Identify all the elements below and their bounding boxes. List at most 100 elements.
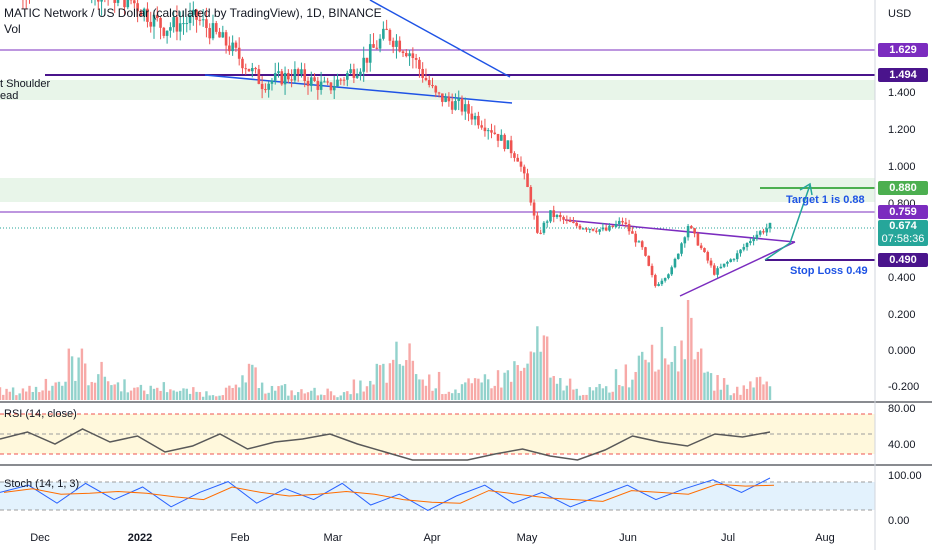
- volume-bar: [454, 389, 457, 400]
- volume-bar: [742, 385, 745, 400]
- candle-body: [568, 219, 572, 222]
- volume-bar: [631, 379, 634, 400]
- volume-bar: [215, 396, 218, 400]
- candle-body: [552, 210, 556, 218]
- volume-bar: [133, 387, 136, 400]
- badge-0759: 0.759: [878, 205, 928, 219]
- candle-body: [621, 220, 624, 223]
- volume-bar: [352, 379, 356, 400]
- triangle-lower-trendline[interactable]: [679, 241, 796, 297]
- candle-body: [640, 241, 644, 248]
- candle-body: [699, 245, 703, 249]
- volume-bar: [434, 388, 437, 400]
- volume-bar: [604, 386, 608, 400]
- time-tick-label: May: [517, 532, 538, 544]
- candle-body: [116, 0, 120, 3]
- candle-body: [359, 71, 362, 76]
- candle-body: [735, 253, 739, 260]
- volume-bar: [545, 336, 549, 400]
- volume-bar: [339, 395, 342, 400]
- candle-body: [290, 79, 293, 81]
- volume-bar: [467, 378, 470, 400]
- candle-body: [155, 14, 159, 19]
- candle-body: [611, 225, 615, 227]
- time-axis-ticks: Dec 2022 Feb Mar Apr May Jun Jul Aug: [30, 532, 835, 544]
- stoch-label: Stoch (14, 1, 3): [4, 478, 80, 490]
- volume-bar: [64, 381, 67, 400]
- volume-bar: [300, 389, 303, 400]
- volume-bar: [326, 388, 329, 400]
- volume-bar: [401, 365, 405, 400]
- candle-body: [608, 225, 611, 231]
- volume-bar: [355, 393, 359, 400]
- candle-body: [716, 268, 719, 275]
- volume-bar: [290, 390, 293, 400]
- volume-bar: [663, 358, 667, 400]
- candle-body: [627, 224, 631, 232]
- volume-bar: [506, 370, 510, 400]
- candle-body: [234, 42, 238, 48]
- volume-bar: [539, 351, 542, 400]
- volume-bar: [316, 395, 320, 400]
- candle-body: [755, 234, 759, 239]
- volume-bar: [621, 386, 624, 400]
- candle-body: [578, 225, 582, 229]
- volume-bar: [549, 377, 552, 400]
- volume-bar: [470, 383, 474, 400]
- candle-body: [565, 219, 569, 221]
- volume-bar: [421, 379, 424, 400]
- candle-body: [441, 93, 444, 102]
- volume-bar: [247, 363, 251, 400]
- projection-arrow-path: [764, 184, 811, 261]
- volume-bar: [414, 374, 418, 400]
- volume-bar: [100, 361, 103, 400]
- candle-body: [280, 71, 284, 85]
- volume-bar: [405, 360, 408, 400]
- volume-bar: [2, 394, 5, 400]
- volume-bar: [696, 351, 700, 400]
- volume-bar: [762, 384, 765, 400]
- volume-bar: [90, 381, 93, 400]
- pattern-label-1: t Shoulder: [0, 78, 51, 90]
- candle-body: [228, 45, 231, 52]
- volume-bar: [391, 359, 395, 400]
- candle-body: [244, 68, 248, 70]
- volume-bar: [667, 364, 670, 400]
- volume-bar: [280, 385, 283, 400]
- candle-body: [444, 96, 447, 102]
- volume-bar: [713, 390, 716, 400]
- wedge-lower-trendline[interactable]: [204, 74, 513, 104]
- price-axis-ticks: 1.4001.2001.0000.8000.4000.2000.000-0.20…: [888, 87, 922, 527]
- volume-bar: [303, 393, 306, 400]
- candle-body: [319, 81, 323, 90]
- volume-bar: [179, 390, 182, 400]
- volume-bar: [706, 371, 709, 400]
- volume-bar: [51, 385, 54, 400]
- chart-title: MATIC Network / US Dollar (calculated by…: [4, 6, 382, 20]
- candle-body: [673, 258, 677, 268]
- volume-bar: [25, 391, 28, 400]
- volume-bar: [716, 375, 719, 400]
- volume-bar: [519, 370, 523, 400]
- volume-bar: [139, 384, 143, 400]
- volume-bar: [83, 363, 87, 400]
- candle-body: [96, 0, 100, 2]
- candle-body: [575, 222, 578, 226]
- wedge-upper-trendline[interactable]: [369, 0, 511, 78]
- volume-bar: [611, 391, 614, 400]
- indicator-tick-label: 80.00: [888, 403, 916, 415]
- volume-bar: [319, 394, 323, 400]
- rsi-line: [0, 428, 771, 461]
- candle-body: [667, 274, 670, 279]
- indicator-tick-label: 40.00: [888, 439, 916, 451]
- candle-body: [208, 27, 212, 39]
- volume-bar: [516, 365, 519, 400]
- candle-body: [513, 153, 516, 158]
- candle-body: [378, 38, 382, 49]
- volume-bar: [149, 385, 152, 400]
- candle-body: [690, 226, 693, 229]
- volume-bar: [365, 386, 369, 400]
- candle-body: [617, 220, 621, 224]
- volume-bar: [509, 381, 513, 400]
